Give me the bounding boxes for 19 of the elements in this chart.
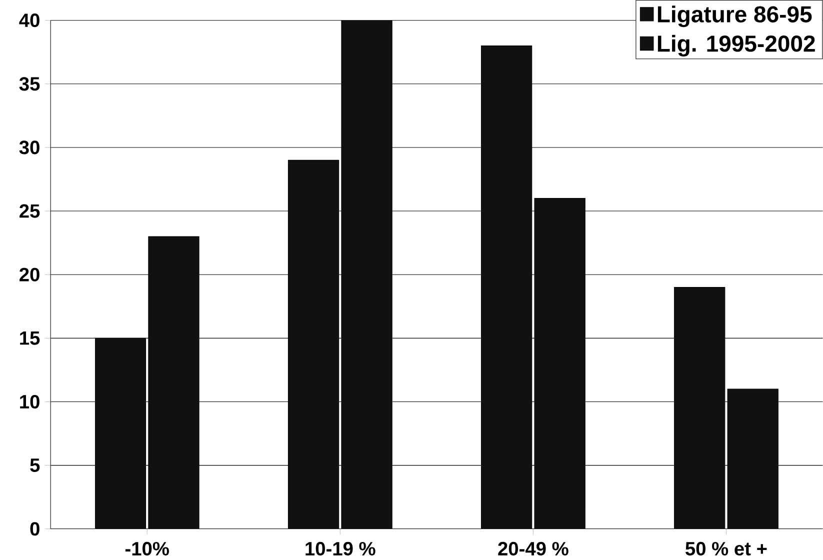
y-tick-label: 20 bbox=[20, 268, 40, 282]
bar bbox=[341, 20, 392, 529]
y-tick-label: 35 bbox=[19, 77, 40, 91]
y-tick-label: 0 bbox=[30, 522, 40, 536]
bar bbox=[148, 236, 200, 529]
bar bbox=[534, 198, 586, 529]
y-tick-label: 15 bbox=[20, 332, 40, 345]
y-tick-label: 30 bbox=[19, 140, 40, 154]
y-tick-label: 10 bbox=[20, 394, 40, 409]
x-tick-label: 10-19 % bbox=[306, 542, 376, 556]
y-tick-label: 25 bbox=[20, 204, 40, 218]
legend-label: Lig. 1995-2002 bbox=[658, 34, 815, 56]
x-tick-label: 20-49 % bbox=[498, 542, 568, 556]
bar bbox=[727, 388, 778, 529]
legend-label: Ligature 86-95 bbox=[658, 6, 812, 28]
y-tick-label: 40 bbox=[19, 14, 40, 28]
x-tick-label: -10% bbox=[125, 542, 169, 556]
y-tick-label: 5 bbox=[30, 458, 40, 472]
x-tick-label: 50 % et + bbox=[686, 542, 767, 556]
